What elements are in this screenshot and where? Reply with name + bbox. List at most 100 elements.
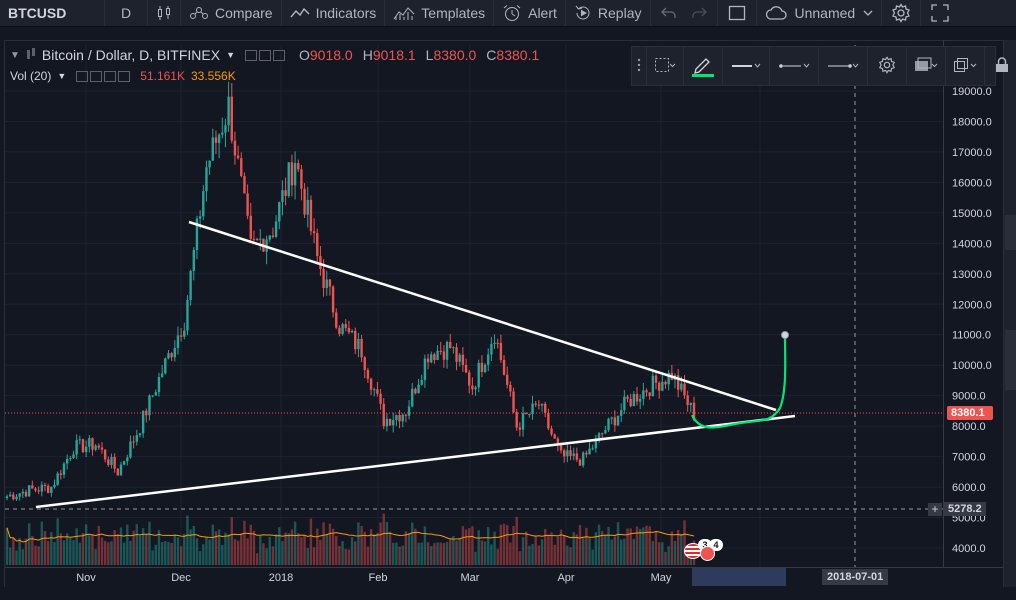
volume-bar [316,528,319,565]
projection-curve [691,334,787,429]
collapse-arrow-icon[interactable]: ▼ [10,49,20,61]
volume-bar [43,530,47,565]
candle-body [233,140,237,156]
volume-bar [195,538,199,565]
event-badges[interactable]: 3 4 [684,538,724,561]
candle-body [236,155,240,159]
eye-icon[interactable] [76,70,89,82]
volume-bar [610,539,613,565]
settings-button[interactable] [882,0,922,26]
volume-bar [53,542,56,565]
drawing-settings-button[interactable] [868,47,907,85]
volume-bar [56,518,59,565]
candle-body [468,372,471,386]
volume-bar [208,539,211,565]
candle-body [5,496,9,499]
clone-button[interactable] [946,47,985,85]
volume-label[interactable]: Vol (20) [10,69,52,83]
drag-handle-icon [637,58,641,75]
save-layout-button[interactable]: Unnamed [757,0,883,26]
volume-bar [360,526,363,565]
replay-button[interactable]: Replay [566,0,651,26]
candle-body [97,445,101,448]
volume-bar [439,542,442,565]
volume-bar [274,534,278,565]
more-icon[interactable] [273,49,285,61]
candle-body [651,375,655,397]
candle-body [148,395,151,416]
volume-bar [69,537,72,565]
volume-bar [262,543,265,565]
candle-body [613,417,617,426]
eye-icon[interactable] [245,49,257,61]
volume-bar [167,541,170,565]
ohlc-low: L8380.0 [425,47,477,63]
candle-body [316,233,319,257]
candle-body [547,412,550,429]
interval-button[interactable]: D [105,0,148,26]
price-tick-label: 13000.0 [952,269,992,281]
candle-body [221,132,224,135]
candle-body [509,384,512,392]
chevron-down-icon[interactable]: ▼ [226,50,235,60]
close-icon[interactable] [104,70,117,82]
line-color-button[interactable] [684,47,723,85]
volume-bar [490,544,493,565]
volume-bar [569,547,572,565]
compare-button[interactable]: Compare [181,0,282,26]
line-end-button[interactable] [819,47,868,85]
candle-body [689,402,693,406]
drag-handle[interactable] [632,47,647,85]
candle-body [183,330,186,337]
line-style-button[interactable] [770,47,819,85]
indicators-button[interactable]: Indicators [282,0,386,26]
fullscreen-mode-button[interactable] [718,0,757,26]
line-width-button[interactable] [723,47,770,85]
candle-body [331,286,335,313]
volume-bar [363,531,366,565]
alert-button[interactable]: Alert [494,0,566,26]
time-tick-label: Nov [76,572,96,584]
chevron-down-icon[interactable]: ▼ [57,71,67,81]
volume-bar [268,536,271,565]
volume-bar [46,540,50,565]
volume-bar [5,527,9,565]
volume-bar [186,515,189,565]
price-tick-label: 12000.0 [952,299,992,311]
volume-bar [8,547,12,565]
volume-bar [236,540,240,565]
candle-body [249,215,252,239]
symbol-title[interactable]: Bitcoin / Dollar, D, BITFINEX [41,47,221,63]
more-icon[interactable] [118,70,131,82]
candle-body [344,324,347,328]
volume-bar [604,534,607,565]
volume-bar [335,535,338,565]
candle-body [110,457,113,465]
candle-body [81,439,85,453]
select-template-button[interactable] [647,47,684,85]
candle-body [243,175,246,194]
layers-icon [914,57,938,76]
chart-style-button[interactable] [148,0,181,26]
symbol-search-button[interactable]: BTCUSD [0,0,105,26]
plus-icon[interactable]: + [928,502,942,516]
volume-bar [21,549,25,565]
volume-bar [65,533,69,565]
volume-bar [667,546,670,565]
volume-bar [540,539,544,565]
visual-order-button[interactable] [907,47,946,85]
volume-bar [477,530,480,565]
candle-body [597,433,601,439]
templates-button[interactable]: Templates [385,0,495,26]
volume-bar [198,551,202,565]
gear-icon[interactable] [259,49,271,61]
candle-body [309,199,313,232]
candle-body [230,96,233,141]
lock-button[interactable] [985,47,1016,85]
undo-icon[interactable] [660,6,677,20]
gear-icon[interactable] [90,70,103,82]
candle-body [43,484,47,486]
redo-icon[interactable] [691,6,707,20]
fullscreen-button[interactable] [921,0,959,26]
